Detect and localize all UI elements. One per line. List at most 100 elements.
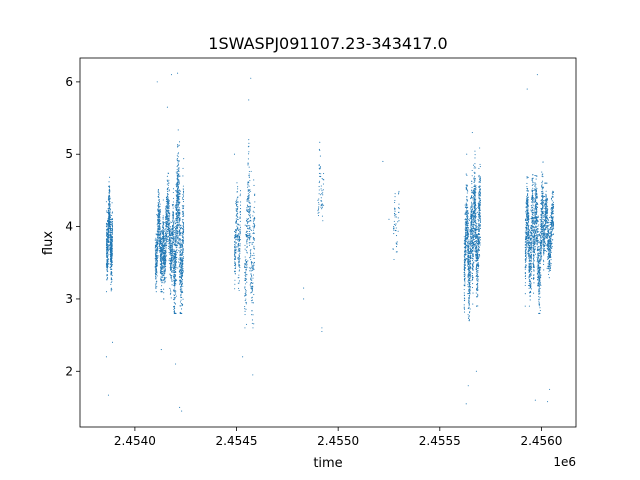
data-point — [177, 129, 179, 131]
data-point — [110, 259, 112, 261]
data-point — [239, 216, 241, 218]
data-point — [172, 210, 174, 212]
data-point — [107, 219, 109, 222]
data-point — [472, 233, 474, 235]
data-point — [110, 236, 112, 238]
data-point — [234, 246, 236, 248]
data-point — [476, 252, 478, 255]
data-point — [253, 257, 255, 260]
data-point — [470, 210, 472, 212]
data-point — [179, 193, 181, 195]
data-point — [105, 201, 107, 203]
data-point — [160, 247, 163, 249]
data-point — [158, 197, 160, 199]
data-point — [166, 245, 168, 247]
data-point — [174, 290, 176, 292]
data-point — [318, 189, 320, 191]
data-point — [465, 173, 467, 175]
data-point — [109, 215, 111, 217]
data-point — [244, 310, 246, 312]
data-point — [479, 220, 482, 222]
data-point — [244, 305, 246, 308]
data-point — [111, 275, 113, 277]
data-point — [235, 256, 237, 258]
data-point — [470, 252, 472, 254]
data-point — [163, 240, 165, 242]
data-point — [161, 260, 163, 262]
data-point — [464, 258, 466, 260]
data-point — [161, 231, 163, 233]
data-point — [177, 208, 179, 210]
data-point — [167, 230, 170, 232]
data-point — [172, 224, 174, 226]
data-point — [168, 179, 170, 181]
data-point — [159, 215, 161, 218]
data-point — [469, 240, 471, 242]
data-point — [160, 258, 162, 260]
data-point — [162, 227, 165, 229]
data-point — [175, 268, 177, 270]
data-point — [160, 251, 162, 253]
data-point — [177, 215, 179, 217]
data-point — [474, 218, 476, 220]
data-point — [466, 245, 468, 247]
data-point — [479, 216, 481, 218]
data-point — [154, 283, 157, 285]
data-point — [169, 227, 171, 229]
data-point — [159, 232, 162, 234]
data-point — [165, 226, 167, 228]
data-point — [473, 217, 475, 219]
data-point — [247, 193, 249, 195]
data-point — [110, 228, 112, 230]
data-point — [248, 236, 250, 238]
data-point — [478, 265, 480, 267]
data-point — [473, 221, 475, 223]
data-point — [464, 263, 466, 265]
data-point — [252, 236, 254, 238]
data-point — [165, 277, 167, 279]
data-point — [161, 276, 163, 279]
data-point — [467, 307, 469, 310]
data-point — [253, 206, 255, 208]
data-point — [182, 248, 184, 250]
data-point — [468, 279, 470, 281]
data-point — [107, 240, 109, 242]
data-point — [109, 263, 111, 265]
data-point — [168, 207, 170, 209]
data-point — [468, 271, 471, 274]
data-point — [394, 196, 396, 198]
data-point — [234, 258, 236, 260]
data-point — [154, 246, 157, 248]
data-point — [245, 269, 247, 271]
data-point — [475, 167, 477, 169]
data-point — [234, 279, 236, 281]
data-point — [173, 237, 175, 239]
data-point — [154, 263, 157, 266]
data-point — [470, 263, 472, 265]
data-point — [181, 273, 184, 275]
data-point — [246, 266, 248, 268]
data-point — [474, 248, 476, 250]
data-point — [176, 229, 178, 231]
data-point — [106, 256, 108, 258]
data-point — [177, 145, 179, 147]
data-point — [253, 227, 255, 229]
data-point — [479, 227, 482, 229]
data-point — [477, 256, 479, 258]
data-point — [175, 171, 177, 173]
data-point — [478, 224, 480, 226]
data-point — [161, 233, 163, 235]
data-point — [239, 217, 241, 219]
data-point — [174, 312, 176, 314]
data-point — [234, 288, 236, 290]
data-point — [477, 282, 479, 284]
data-point — [172, 219, 174, 221]
data-point — [106, 241, 108, 243]
data-point — [464, 275, 466, 277]
data-point — [178, 195, 180, 197]
data-point — [109, 203, 111, 205]
data-point — [238, 229, 240, 231]
data-point — [165, 211, 167, 213]
data-point — [156, 258, 158, 260]
data-point — [178, 168, 180, 170]
